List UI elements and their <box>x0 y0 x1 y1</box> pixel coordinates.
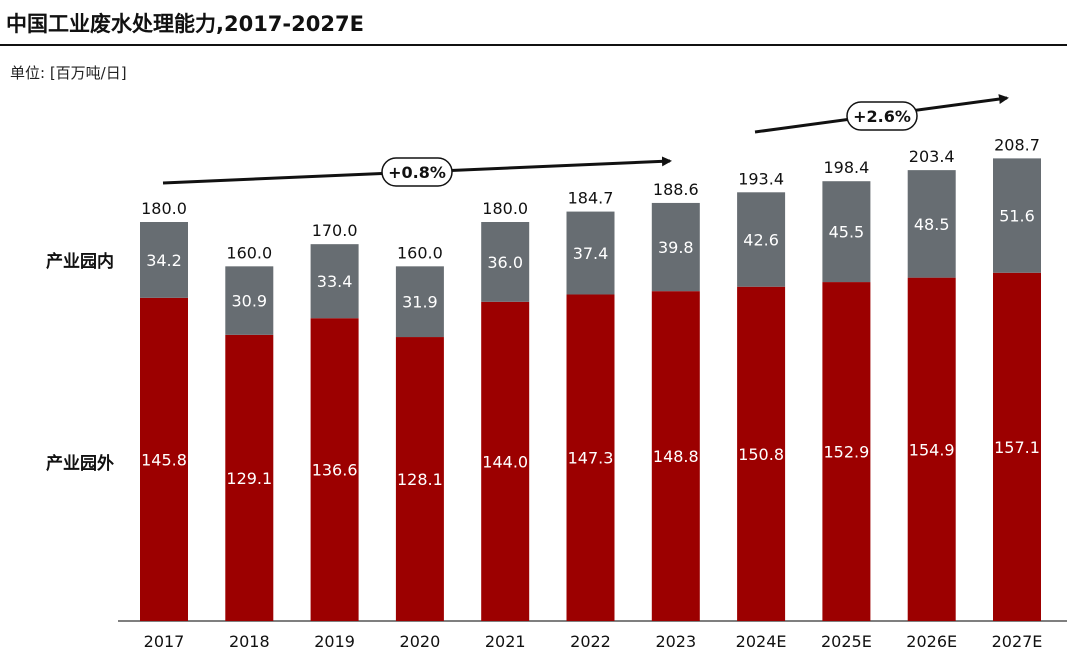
bar-segment-inside <box>907 170 956 278</box>
x-tick-label: 2027E <box>992 632 1043 651</box>
bar-segment-outside <box>566 294 615 621</box>
data-label-inside: 33.4 <box>317 272 353 291</box>
bar-segment-outside <box>310 318 359 621</box>
x-tick-label: 2018 <box>229 632 270 651</box>
data-label-outside: 128.1 <box>397 470 443 489</box>
data-label-outside: 148.8 <box>653 447 699 466</box>
bar-segment-outside <box>651 291 700 621</box>
total-label: 198.4 <box>823 158 869 177</box>
growth-badge <box>846 101 918 131</box>
data-label-inside: 30.9 <box>231 292 267 311</box>
growth-badge <box>381 157 453 187</box>
data-label-inside: 34.2 <box>146 251 182 270</box>
x-tick-label: 2020 <box>400 632 441 651</box>
data-label-outside: 144.0 <box>482 452 528 471</box>
total-label: 180.0 <box>482 199 528 218</box>
data-label-inside: 48.5 <box>914 215 950 234</box>
bar-segment-inside <box>993 158 1041 273</box>
data-label-outside: 150.8 <box>738 445 784 464</box>
x-tick-label: 2017 <box>144 632 185 651</box>
data-label-inside: 51.6 <box>999 207 1035 226</box>
total-label: 188.6 <box>653 180 699 199</box>
bar-segment-outside <box>737 286 786 621</box>
total-label: 184.7 <box>568 189 614 208</box>
bar-segment-outside <box>225 334 274 621</box>
x-tick-label: 2022 <box>570 632 611 651</box>
data-label-inside: 42.6 <box>743 231 779 250</box>
bar-segment-inside <box>822 181 871 283</box>
bar-segment-outside <box>395 337 444 621</box>
x-tick-label: 2021 <box>485 632 526 651</box>
total-label: 160.0 <box>226 243 272 262</box>
bar-segment-outside <box>140 297 188 621</box>
x-tick-label: 2024E <box>736 632 787 651</box>
chart-title: 中国工业废水处理能力,2017-2027E <box>6 12 364 36</box>
bar-segment-outside <box>907 277 956 621</box>
bar-segment-inside <box>310 244 359 319</box>
bar-segment-inside <box>395 266 444 338</box>
total-label: 160.0 <box>397 243 443 262</box>
data-label-outside: 145.8 <box>141 450 187 469</box>
data-label-inside: 45.5 <box>829 223 865 242</box>
bar-segment-inside <box>566 211 615 295</box>
data-label-outside: 136.6 <box>312 461 358 480</box>
bar-segment-inside <box>651 202 700 292</box>
data-label-inside: 37.4 <box>573 244 609 263</box>
data-label-outside: 154.9 <box>909 440 955 459</box>
data-label-outside: 147.3 <box>568 449 614 468</box>
x-tick-label: 2019 <box>314 632 355 651</box>
data-label-outside: 157.1 <box>994 438 1040 457</box>
total-label: 170.0 <box>312 221 358 240</box>
bar-segment-inside <box>225 266 274 335</box>
data-label-outside: 129.1 <box>226 469 272 488</box>
bar-segment-inside <box>140 222 188 298</box>
bar-segment-outside <box>822 282 871 621</box>
total-label: 180.0 <box>141 199 187 218</box>
series-label-outside: 产业园外 <box>46 453 114 474</box>
data-label-inside: 39.8 <box>658 238 694 257</box>
series-label-inside: 产业园内 <box>46 251 114 272</box>
bar-segment-inside <box>737 192 786 287</box>
data-label-outside: 152.9 <box>823 443 869 462</box>
bar-segment-outside <box>481 301 530 621</box>
growth-rate-label: +2.6% <box>853 107 911 126</box>
growth-rate-label: +0.8% <box>388 163 446 182</box>
data-label-inside: 31.9 <box>402 293 438 312</box>
data-label-inside: 36.0 <box>487 253 523 272</box>
total-label: 193.4 <box>738 169 784 188</box>
unit-label: 单位: [百万吨/日] <box>10 64 127 82</box>
bar-segment-inside <box>481 222 530 302</box>
total-label: 203.4 <box>909 147 955 166</box>
title-divider <box>0 44 1067 46</box>
x-tick-label: 2025E <box>821 632 872 651</box>
total-label: 208.7 <box>994 135 1040 154</box>
x-tick-label: 2023 <box>655 632 696 651</box>
x-tick-label: 2026E <box>906 632 957 651</box>
bar-segment-outside <box>993 272 1041 621</box>
